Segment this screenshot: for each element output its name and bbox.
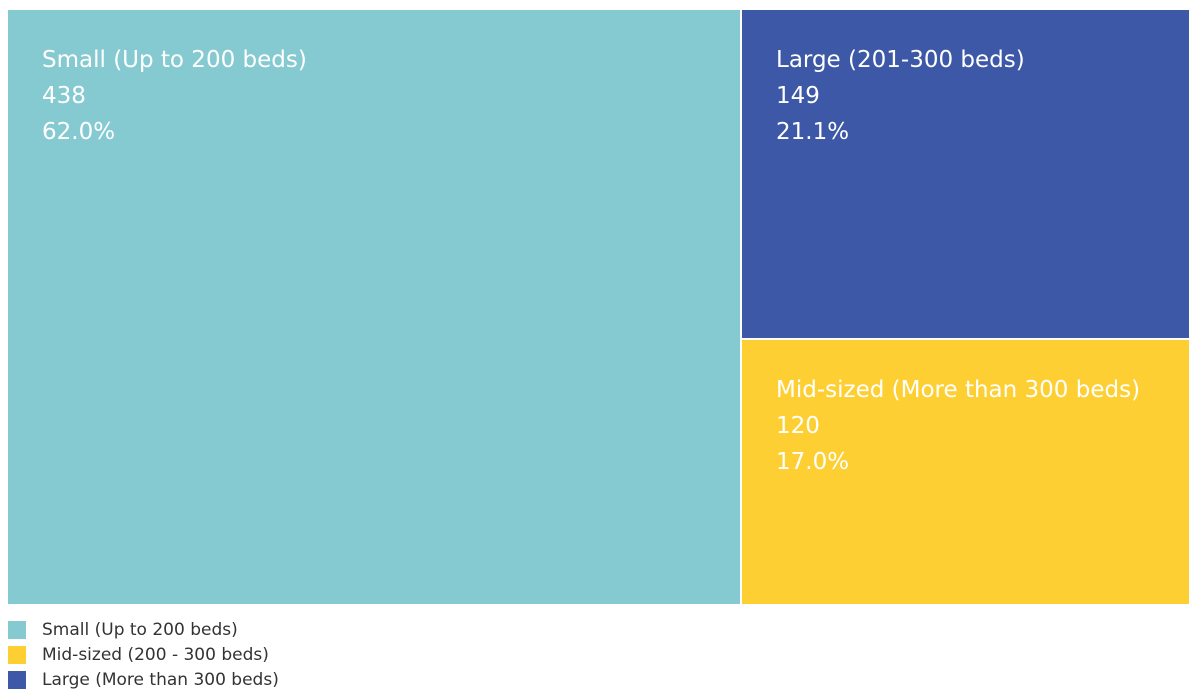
tile-category-large: Large (201-300 beds) xyxy=(776,47,1025,73)
treemap-tile-small: Small (Up to 200 beds) 438 62.0% xyxy=(8,10,740,604)
legend-label-large: Large (More than 300 beds) xyxy=(42,669,279,690)
tile-label-mid-sized: Mid-sized (More than 300 beds) 120 17.0% xyxy=(776,372,1165,480)
legend-label-small: Small (Up to 200 beds) xyxy=(42,619,238,640)
legend-item-small: Small (Up to 200 beds) xyxy=(8,617,279,642)
tile-value-small: 438 xyxy=(42,83,86,109)
tile-value-mid-sized: 120 xyxy=(776,413,820,439)
treemap-tile-mid-sized: Mid-sized (More than 300 beds) 120 17.0% xyxy=(742,340,1189,604)
legend-swatch-mid-sized xyxy=(8,645,26,664)
legend-swatch-large xyxy=(8,670,26,689)
tile-percent-mid-sized: 17.0% xyxy=(776,449,850,475)
tile-label-large: Large (201-300 beds) 149 21.1% xyxy=(776,42,1165,150)
legend-swatch-small xyxy=(8,620,26,639)
tile-percent-large: 21.1% xyxy=(776,119,850,145)
treemap-chart: Small (Up to 200 beds) 438 62.0% Large (201… xyxy=(8,10,1189,604)
treemap-tile-large: Large (201-300 beds) 149 21.1% xyxy=(742,10,1189,338)
tile-label-small: Small (Up to 200 beds) 438 62.0% xyxy=(42,42,716,150)
tile-category-mid-sized: Mid-sized (More than 300 beds) xyxy=(776,377,1141,403)
legend-label-mid-sized: Mid-sized (200 - 300 beds) xyxy=(42,644,269,665)
tile-percent-small: 62.0% xyxy=(42,119,116,145)
legend: Small (Up to 200 beds) Mid-sized (200 - … xyxy=(8,617,279,692)
tile-category-small: Small (Up to 200 beds) xyxy=(42,47,307,73)
tile-value-large: 149 xyxy=(776,83,820,109)
legend-item-large: Large (More than 300 beds) xyxy=(8,667,279,692)
legend-item-mid-sized: Mid-sized (200 - 300 beds) xyxy=(8,642,279,667)
